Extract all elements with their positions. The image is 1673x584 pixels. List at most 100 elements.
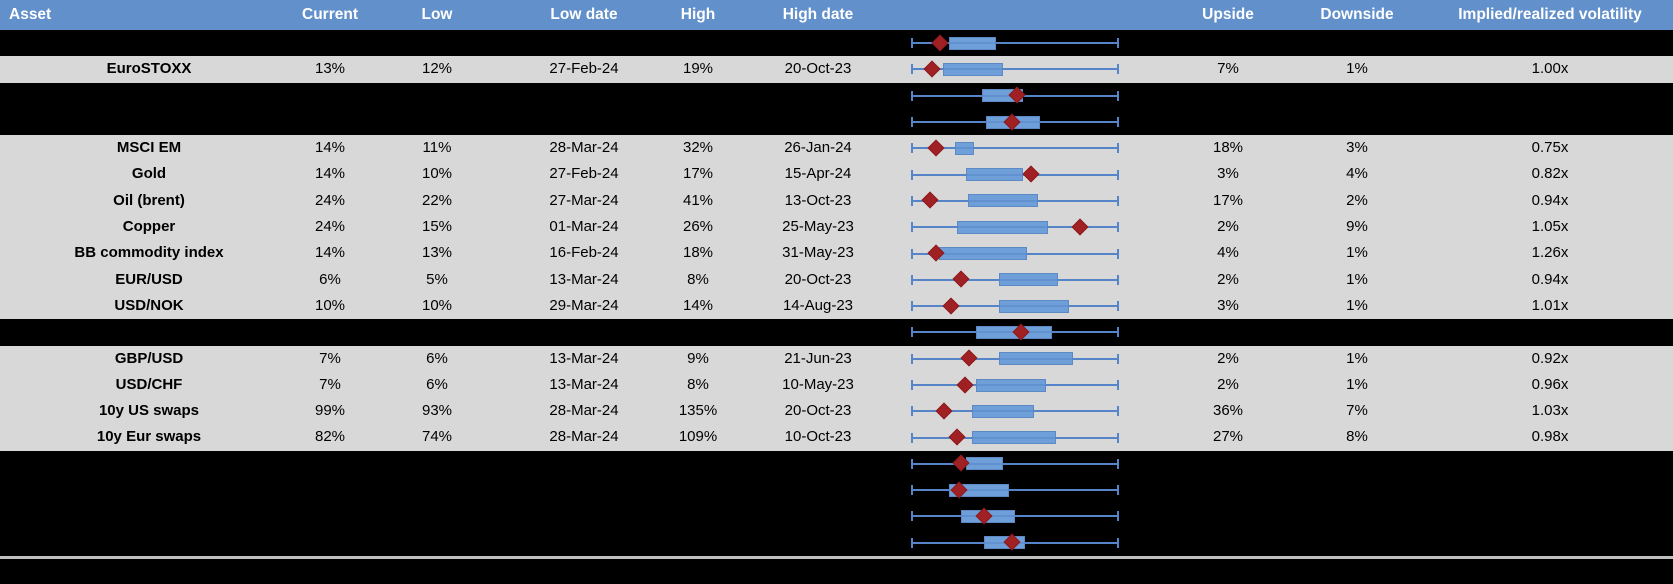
cell-high-date: 21-Jun-23 <box>784 349 852 367</box>
whisker-cap-left <box>911 380 913 390</box>
asset-row: MSCI EM 14% 11% 28-Mar-24 32% 26-Jan-24 18% 3% 0… <box>0 135 1673 162</box>
cell-high: 109% <box>678 428 718 446</box>
cell-asset: 10y Eur swaps <box>96 428 202 446</box>
whisker-cap-left <box>911 301 913 312</box>
current-diamond-marker-icon <box>931 34 949 52</box>
cell-high-date: 10-May-23 <box>782 375 854 393</box>
cell-asset: GBP/USD <box>114 349 184 367</box>
whisker-cap-right <box>1117 274 1119 285</box>
cell-downside: 1% <box>1346 296 1368 314</box>
median-line <box>957 226 1048 229</box>
median-line <box>975 384 1046 386</box>
asset-row: EuroSTOXX 13% 12% 27-Feb-24 19% 20-Oct-23 7% 1%… <box>0 56 1673 83</box>
asset-row: Oil (brent) 24% 22% 27-Mar-24 41% 13-Oct-23 17… <box>0 187 1673 215</box>
cell-vol: 0.94x <box>1531 191 1569 209</box>
header-high: High <box>680 6 716 23</box>
whisker-cap-left <box>911 38 913 49</box>
median-line <box>942 68 1003 71</box>
cell-low: 22% <box>421 191 453 209</box>
cell-current: 14% <box>314 165 346 183</box>
current-diamond-marker-icon <box>927 139 945 157</box>
cell-high-date: 20-Oct-23 <box>784 402 852 420</box>
whisker-cap-right <box>1117 485 1119 496</box>
whisker-cap-right <box>1117 353 1119 364</box>
whisker-cap-right <box>1117 90 1119 101</box>
cell-current: 24% <box>314 218 346 236</box>
cell-current: 82% <box>314 428 346 446</box>
whisker-cap-left <box>911 485 913 496</box>
cell-vol: 0.96x <box>1531 375 1569 393</box>
whisker-cap-left <box>911 537 913 548</box>
cell-vol: 0.75x <box>1531 139 1569 157</box>
median-line <box>949 489 1009 492</box>
median-line <box>998 357 1073 360</box>
cell-low: 93% <box>421 402 453 420</box>
header-asset: Asset <box>9 6 52 23</box>
hidden-spacer-row <box>0 108 1673 136</box>
median-line <box>998 278 1059 281</box>
cell-current: 13% <box>314 60 346 78</box>
cell-upside: 18% <box>1212 139 1244 157</box>
current-diamond-marker-icon <box>935 402 953 420</box>
hidden-spacer-row <box>0 30 1673 57</box>
cell-downside: 1% <box>1346 270 1368 288</box>
current-diamond-marker-icon <box>942 297 960 315</box>
cell-downside: 4% <box>1346 165 1368 183</box>
cell-vol: 1.00x <box>1531 60 1569 78</box>
whisker-cap-left <box>911 432 913 443</box>
asset-row: BB commodity index 14% 13% 16-Feb-24 18% 31-M… <box>0 240 1673 267</box>
cell-high: 14% <box>682 296 714 314</box>
cell-asset: Oil (brent) <box>113 191 185 209</box>
whisker-cap-left <box>911 195 913 206</box>
cell-asset: 10y US swaps <box>98 402 200 420</box>
current-diamond-marker-icon <box>923 60 941 78</box>
cell-vol: 1.26x <box>1531 244 1569 262</box>
cell-upside: 2% <box>1217 270 1239 288</box>
header-low: Low <box>421 6 453 23</box>
whisker-cap-right <box>1117 380 1119 390</box>
whisker-cap-right <box>1117 195 1119 206</box>
cell-high: 135% <box>678 402 718 420</box>
header-high-date: High date <box>782 6 854 23</box>
cell-upside: 36% <box>1212 402 1244 420</box>
median-line <box>955 147 974 150</box>
footer-black-band <box>0 559 1673 584</box>
cell-current: 14% <box>314 139 346 157</box>
median-line <box>965 462 1003 465</box>
header-low-date: Low date <box>550 6 618 23</box>
cell-low: 6% <box>426 349 448 367</box>
cell-asset: EUR/USD <box>115 270 183 288</box>
cell-downside: 1% <box>1346 349 1368 367</box>
cell-upside: 7% <box>1217 60 1239 78</box>
current-diamond-marker-icon <box>1071 218 1089 236</box>
whisker-cap-right <box>1117 458 1119 469</box>
cell-high-date: 15-Apr-24 <box>784 165 852 183</box>
cell-high-date: 10-Oct-23 <box>784 428 852 446</box>
header-downside: Downside <box>1320 6 1394 23</box>
whisker-cap-left <box>911 117 913 128</box>
cell-high-date: 20-Oct-23 <box>784 60 852 78</box>
whisker-cap-left <box>911 143 913 154</box>
whisker-line <box>912 68 1118 71</box>
cell-high: 8% <box>687 270 709 288</box>
cell-downside: 7% <box>1346 402 1368 420</box>
cell-current: 14% <box>314 244 346 262</box>
cell-high: 18% <box>682 244 714 262</box>
whisker-cap-left <box>911 458 913 469</box>
asset-row: 10y Eur swaps 82% 74% 28-Mar-24 109% 10-Oct-2… <box>0 424 1673 451</box>
cell-asset: USD/CHF <box>115 375 183 393</box>
cell-low-date: 13-Mar-24 <box>549 270 619 288</box>
whisker-cap-left <box>911 327 913 338</box>
whisker-cap-right <box>1117 222 1119 233</box>
cell-upside: 3% <box>1217 296 1239 314</box>
median-line <box>949 42 997 45</box>
cell-current: 24% <box>314 191 346 209</box>
cell-vol: 0.94x <box>1531 270 1569 288</box>
median-line <box>965 173 1024 176</box>
cell-high-date: 25-May-23 <box>782 218 854 236</box>
whisker-cap-left <box>911 248 913 259</box>
cell-low-date: 13-Mar-24 <box>549 375 619 393</box>
cell-low-date: 13-Mar-24 <box>549 349 619 367</box>
current-diamond-marker-icon <box>952 270 970 288</box>
current-diamond-marker-icon <box>960 349 978 367</box>
